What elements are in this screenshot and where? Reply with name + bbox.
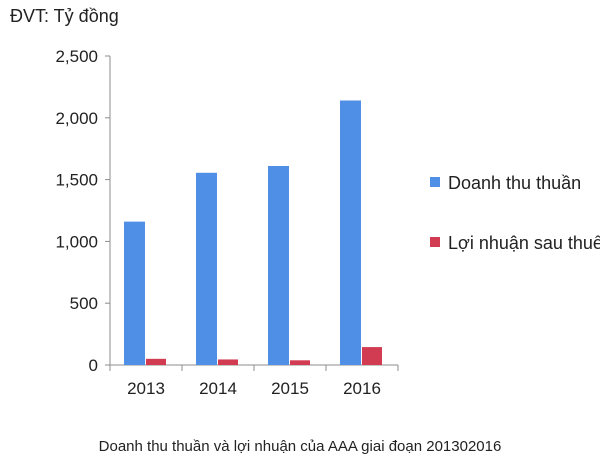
chart-caption: Doanh thu thuần và lợi nhuận của AAA gia…	[98, 438, 502, 455]
x-tick-label: 2013	[127, 379, 165, 398]
unit-label: ĐVT: Tỷ đồng	[10, 6, 119, 26]
bar-revenue	[196, 172, 217, 365]
y-tick-label: 1,000	[55, 232, 98, 251]
x-tick-label: 2014	[199, 379, 237, 398]
bar-profit	[290, 360, 310, 365]
legend-item-revenue: Doanh thu thuần	[430, 170, 600, 196]
y-tick-label: 0	[89, 356, 98, 375]
x-tick-label: 2015	[271, 379, 309, 398]
bar-revenue	[124, 221, 145, 365]
bar-revenue	[340, 100, 361, 365]
bar-profit	[146, 358, 166, 365]
legend-swatch-profit	[430, 237, 440, 247]
legend-label-profit: Lợi nhuận sau thuế	[448, 233, 600, 253]
y-tick-label: 2,000	[55, 109, 98, 128]
y-tick-label: 2,500	[55, 47, 98, 66]
legend-swatch-revenue	[430, 177, 440, 187]
legend-item-profit: Lợi nhuận sau thuế	[430, 230, 600, 256]
bar-revenue	[268, 166, 289, 365]
legend-label-revenue: Doanh thu thuần	[448, 173, 582, 193]
bar-profit	[362, 347, 382, 365]
x-tick-label: 2016	[343, 379, 381, 398]
y-tick-label: 500	[70, 294, 98, 313]
bar-profit	[218, 359, 238, 365]
y-tick-label: 1,500	[55, 171, 98, 190]
legend: Doanh thu thuần Lợi nhuận sau thuế	[430, 170, 600, 290]
